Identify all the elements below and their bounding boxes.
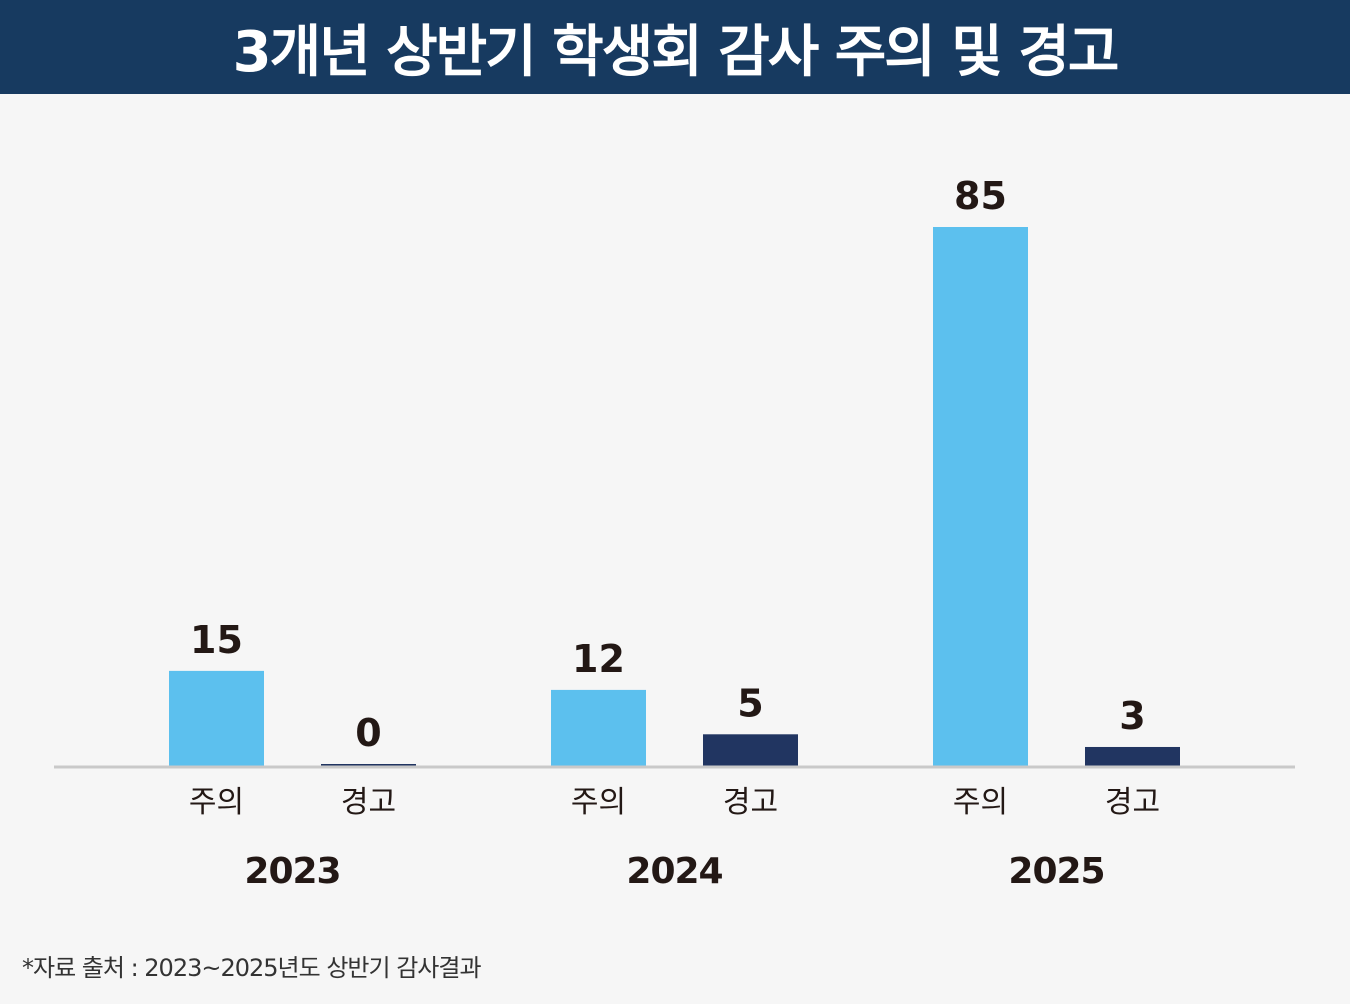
chart-header: 3개년 상반기 학생회 감사 주의 및 경고	[0, 0, 1350, 94]
series-tick-label: 경고	[341, 785, 396, 820]
bar-2024-주의	[551, 689, 646, 766]
series-tick-label: 경고	[1105, 785, 1160, 820]
series-tick-label: 주의	[189, 785, 244, 820]
source-note: *자료 출처 : 2023~2025년도 상반기 감사결과	[22, 954, 482, 982]
bar-2023-경고	[321, 764, 416, 766]
category-label: 2025	[1008, 851, 1104, 892]
series-tick-label: 주의	[571, 785, 626, 820]
bar-2024-경고	[703, 734, 798, 766]
chart-title: 3개년 상반기 학생회 감사 주의 및 경고	[232, 19, 1120, 85]
series-tick-label: 경고	[723, 785, 778, 820]
data-label: 5	[737, 681, 763, 725]
category-label: 2023	[244, 851, 340, 892]
data-label: 15	[190, 618, 243, 662]
series-tick-label: 주의	[953, 785, 1008, 820]
bar-2025-경고	[1085, 746, 1180, 766]
category-label: 2024	[626, 851, 722, 892]
bar-2025-주의	[933, 227, 1028, 766]
data-label: 12	[572, 637, 625, 681]
data-label: 3	[1119, 694, 1145, 738]
data-label: 85	[954, 174, 1007, 218]
bar-2023-주의	[169, 670, 264, 766]
data-label: 0	[355, 711, 381, 755]
